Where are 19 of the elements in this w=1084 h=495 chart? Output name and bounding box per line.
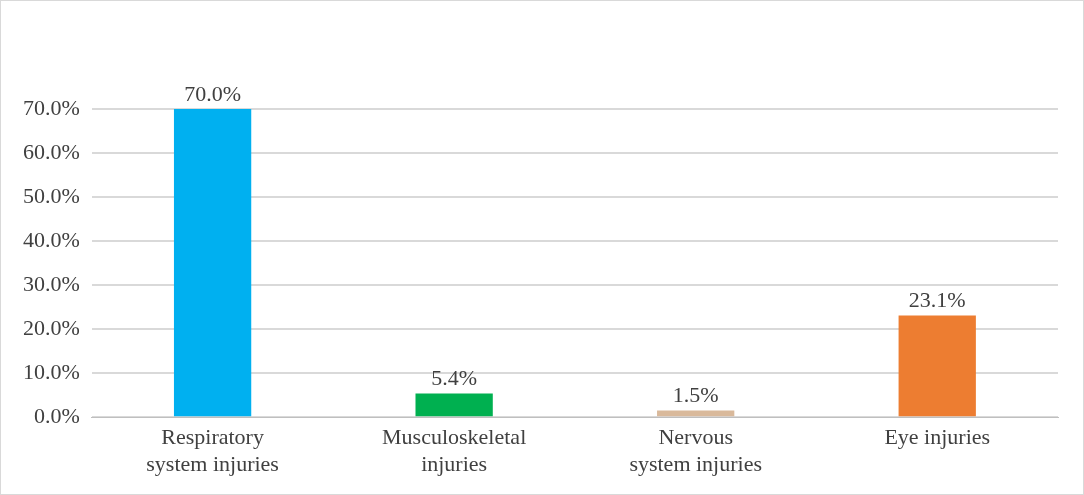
data-label: 70.0% xyxy=(184,80,242,106)
x-tick-label: Musculoskeletal injuries xyxy=(382,424,527,476)
x-tick-label: Nervous system injuries xyxy=(629,424,762,476)
x-tick-label: Eye injuries xyxy=(884,424,991,450)
y-tick-label: 60.0% xyxy=(23,138,80,164)
y-tick-label: 0.0% xyxy=(34,402,80,428)
y-tick-label: 70.0% xyxy=(23,94,80,120)
bar xyxy=(173,109,252,417)
y-tick-label: 30.0% xyxy=(23,270,80,296)
x-tick-label: Respiratory system injuries xyxy=(146,424,279,476)
y-tick-label: 10.0% xyxy=(23,358,80,384)
data-label: 23.1% xyxy=(908,287,966,313)
bar xyxy=(415,393,493,417)
data-label: 5.4% xyxy=(431,365,478,391)
y-tick-label: 40.0% xyxy=(23,226,80,252)
data-label: 1.5% xyxy=(672,382,719,408)
bar xyxy=(898,315,976,417)
y-tick-label: 50.0% xyxy=(23,182,80,208)
y-tick-label: 20.0% xyxy=(23,314,80,340)
